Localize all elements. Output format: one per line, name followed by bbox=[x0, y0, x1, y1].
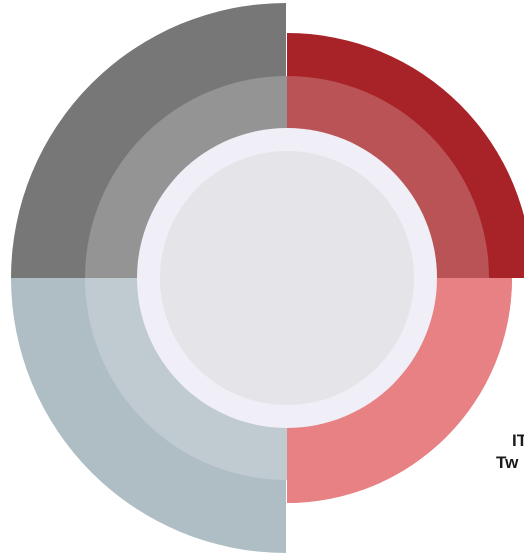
center-disc bbox=[160, 151, 414, 405]
caption-line-2: Tw bbox=[496, 453, 519, 472]
caption-line-1: IT bbox=[512, 431, 524, 450]
